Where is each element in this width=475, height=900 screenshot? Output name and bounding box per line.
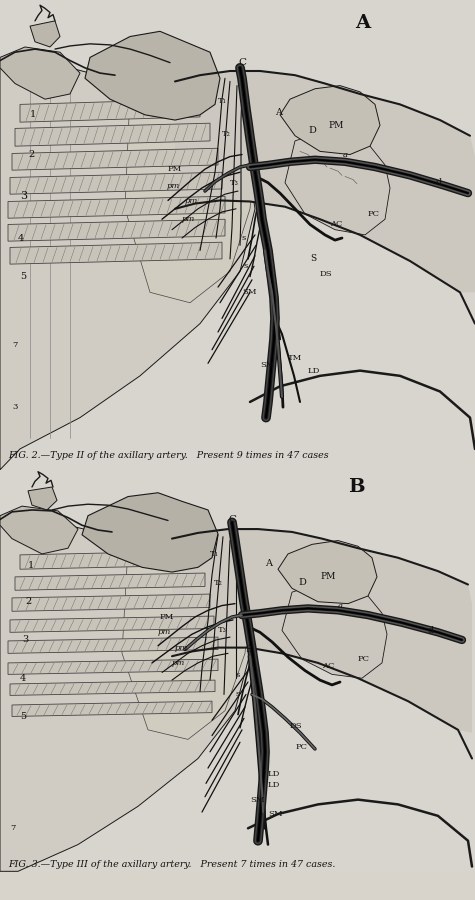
Text: C: C: [228, 515, 236, 524]
Text: SM: SM: [250, 796, 265, 804]
Polygon shape: [8, 196, 225, 218]
Text: 2: 2: [25, 598, 31, 607]
Polygon shape: [280, 86, 380, 155]
Polygon shape: [0, 47, 80, 99]
Text: 4: 4: [18, 233, 24, 242]
Text: s: s: [242, 234, 246, 242]
Text: SM: SM: [268, 810, 283, 818]
Text: A: A: [355, 14, 370, 32]
Text: 3: 3: [22, 635, 28, 644]
Text: TM: TM: [288, 354, 302, 362]
Text: 4: 4: [20, 674, 26, 683]
Polygon shape: [12, 594, 210, 611]
Text: 7: 7: [10, 824, 15, 832]
Text: B: B: [348, 478, 365, 496]
Text: T₁: T₁: [210, 550, 219, 558]
Polygon shape: [0, 506, 78, 554]
Polygon shape: [15, 573, 205, 590]
Text: D: D: [298, 578, 306, 587]
Text: pm: pm: [158, 628, 171, 636]
Polygon shape: [8, 659, 218, 674]
Text: PC: PC: [368, 210, 380, 218]
Text: LD: LD: [268, 781, 280, 789]
Text: 7: 7: [12, 340, 18, 348]
Polygon shape: [20, 99, 200, 122]
Text: s: s: [243, 262, 247, 270]
Text: 5: 5: [20, 272, 26, 281]
Polygon shape: [12, 148, 218, 170]
Text: 3: 3: [20, 192, 27, 202]
Polygon shape: [10, 680, 215, 696]
Text: T₃: T₃: [218, 626, 227, 634]
Text: DS: DS: [320, 269, 332, 277]
Polygon shape: [125, 84, 255, 302]
Polygon shape: [8, 637, 218, 653]
Text: AC: AC: [330, 220, 342, 229]
Text: s: s: [235, 671, 239, 680]
Polygon shape: [0, 518, 250, 871]
Text: AC: AC: [322, 662, 334, 670]
Text: T₂: T₂: [214, 579, 223, 587]
Text: pm: pm: [167, 182, 180, 190]
Text: T₃: T₃: [230, 179, 239, 186]
Text: PM: PM: [168, 165, 182, 173]
Polygon shape: [278, 541, 377, 604]
Polygon shape: [0, 0, 475, 470]
Polygon shape: [285, 130, 390, 235]
Text: 2: 2: [28, 150, 34, 159]
Text: DS: DS: [290, 722, 303, 730]
Polygon shape: [28, 487, 57, 510]
Text: 1: 1: [28, 561, 34, 570]
Polygon shape: [175, 71, 475, 292]
Text: LD: LD: [268, 770, 280, 778]
Text: A: A: [275, 108, 282, 117]
Polygon shape: [122, 538, 250, 740]
Text: PM: PM: [160, 613, 174, 621]
Text: C: C: [238, 58, 246, 68]
Text: SM: SM: [260, 362, 275, 369]
Polygon shape: [172, 529, 472, 733]
Polygon shape: [0, 470, 475, 871]
Text: FIG. 2.—Type II of the axillary artery.   Present 9 times in 47 cases: FIG. 2.—Type II of the axillary artery. …: [8, 451, 329, 460]
Text: SM: SM: [242, 288, 256, 296]
Polygon shape: [10, 172, 222, 194]
Text: D: D: [308, 126, 316, 135]
Polygon shape: [0, 58, 255, 470]
Text: PC: PC: [358, 655, 370, 663]
Polygon shape: [10, 242, 222, 264]
Polygon shape: [12, 701, 212, 716]
Polygon shape: [8, 220, 225, 241]
Text: A: A: [265, 559, 272, 568]
Text: pm: pm: [175, 644, 189, 652]
Text: PM: PM: [328, 121, 343, 130]
Text: S: S: [310, 255, 316, 264]
Text: 1: 1: [30, 111, 36, 120]
Text: pm: pm: [182, 215, 195, 223]
Text: PC: PC: [296, 743, 308, 751]
Polygon shape: [85, 32, 220, 120]
Polygon shape: [282, 582, 387, 679]
Text: d: d: [428, 626, 434, 634]
Polygon shape: [10, 616, 214, 633]
Text: pm: pm: [185, 197, 199, 205]
Text: T₁: T₁: [218, 97, 227, 105]
Polygon shape: [20, 551, 195, 569]
Text: PM: PM: [320, 572, 335, 581]
Text: d: d: [435, 178, 441, 187]
Text: a: a: [343, 150, 348, 158]
Text: a: a: [338, 601, 343, 609]
Text: FIG. 3.—Type III of the axillary artery.   Present 7 times in 47 cases.: FIG. 3.—Type III of the axillary artery.…: [8, 860, 335, 868]
Polygon shape: [30, 21, 60, 47]
Text: 5: 5: [20, 712, 26, 721]
Text: s: s: [236, 690, 240, 698]
Text: T₂: T₂: [222, 130, 231, 138]
Polygon shape: [15, 123, 210, 146]
Text: S: S: [245, 645, 251, 654]
Text: LD: LD: [308, 366, 320, 374]
Text: 3: 3: [12, 403, 18, 411]
Text: pm: pm: [172, 659, 185, 667]
Polygon shape: [82, 492, 218, 572]
